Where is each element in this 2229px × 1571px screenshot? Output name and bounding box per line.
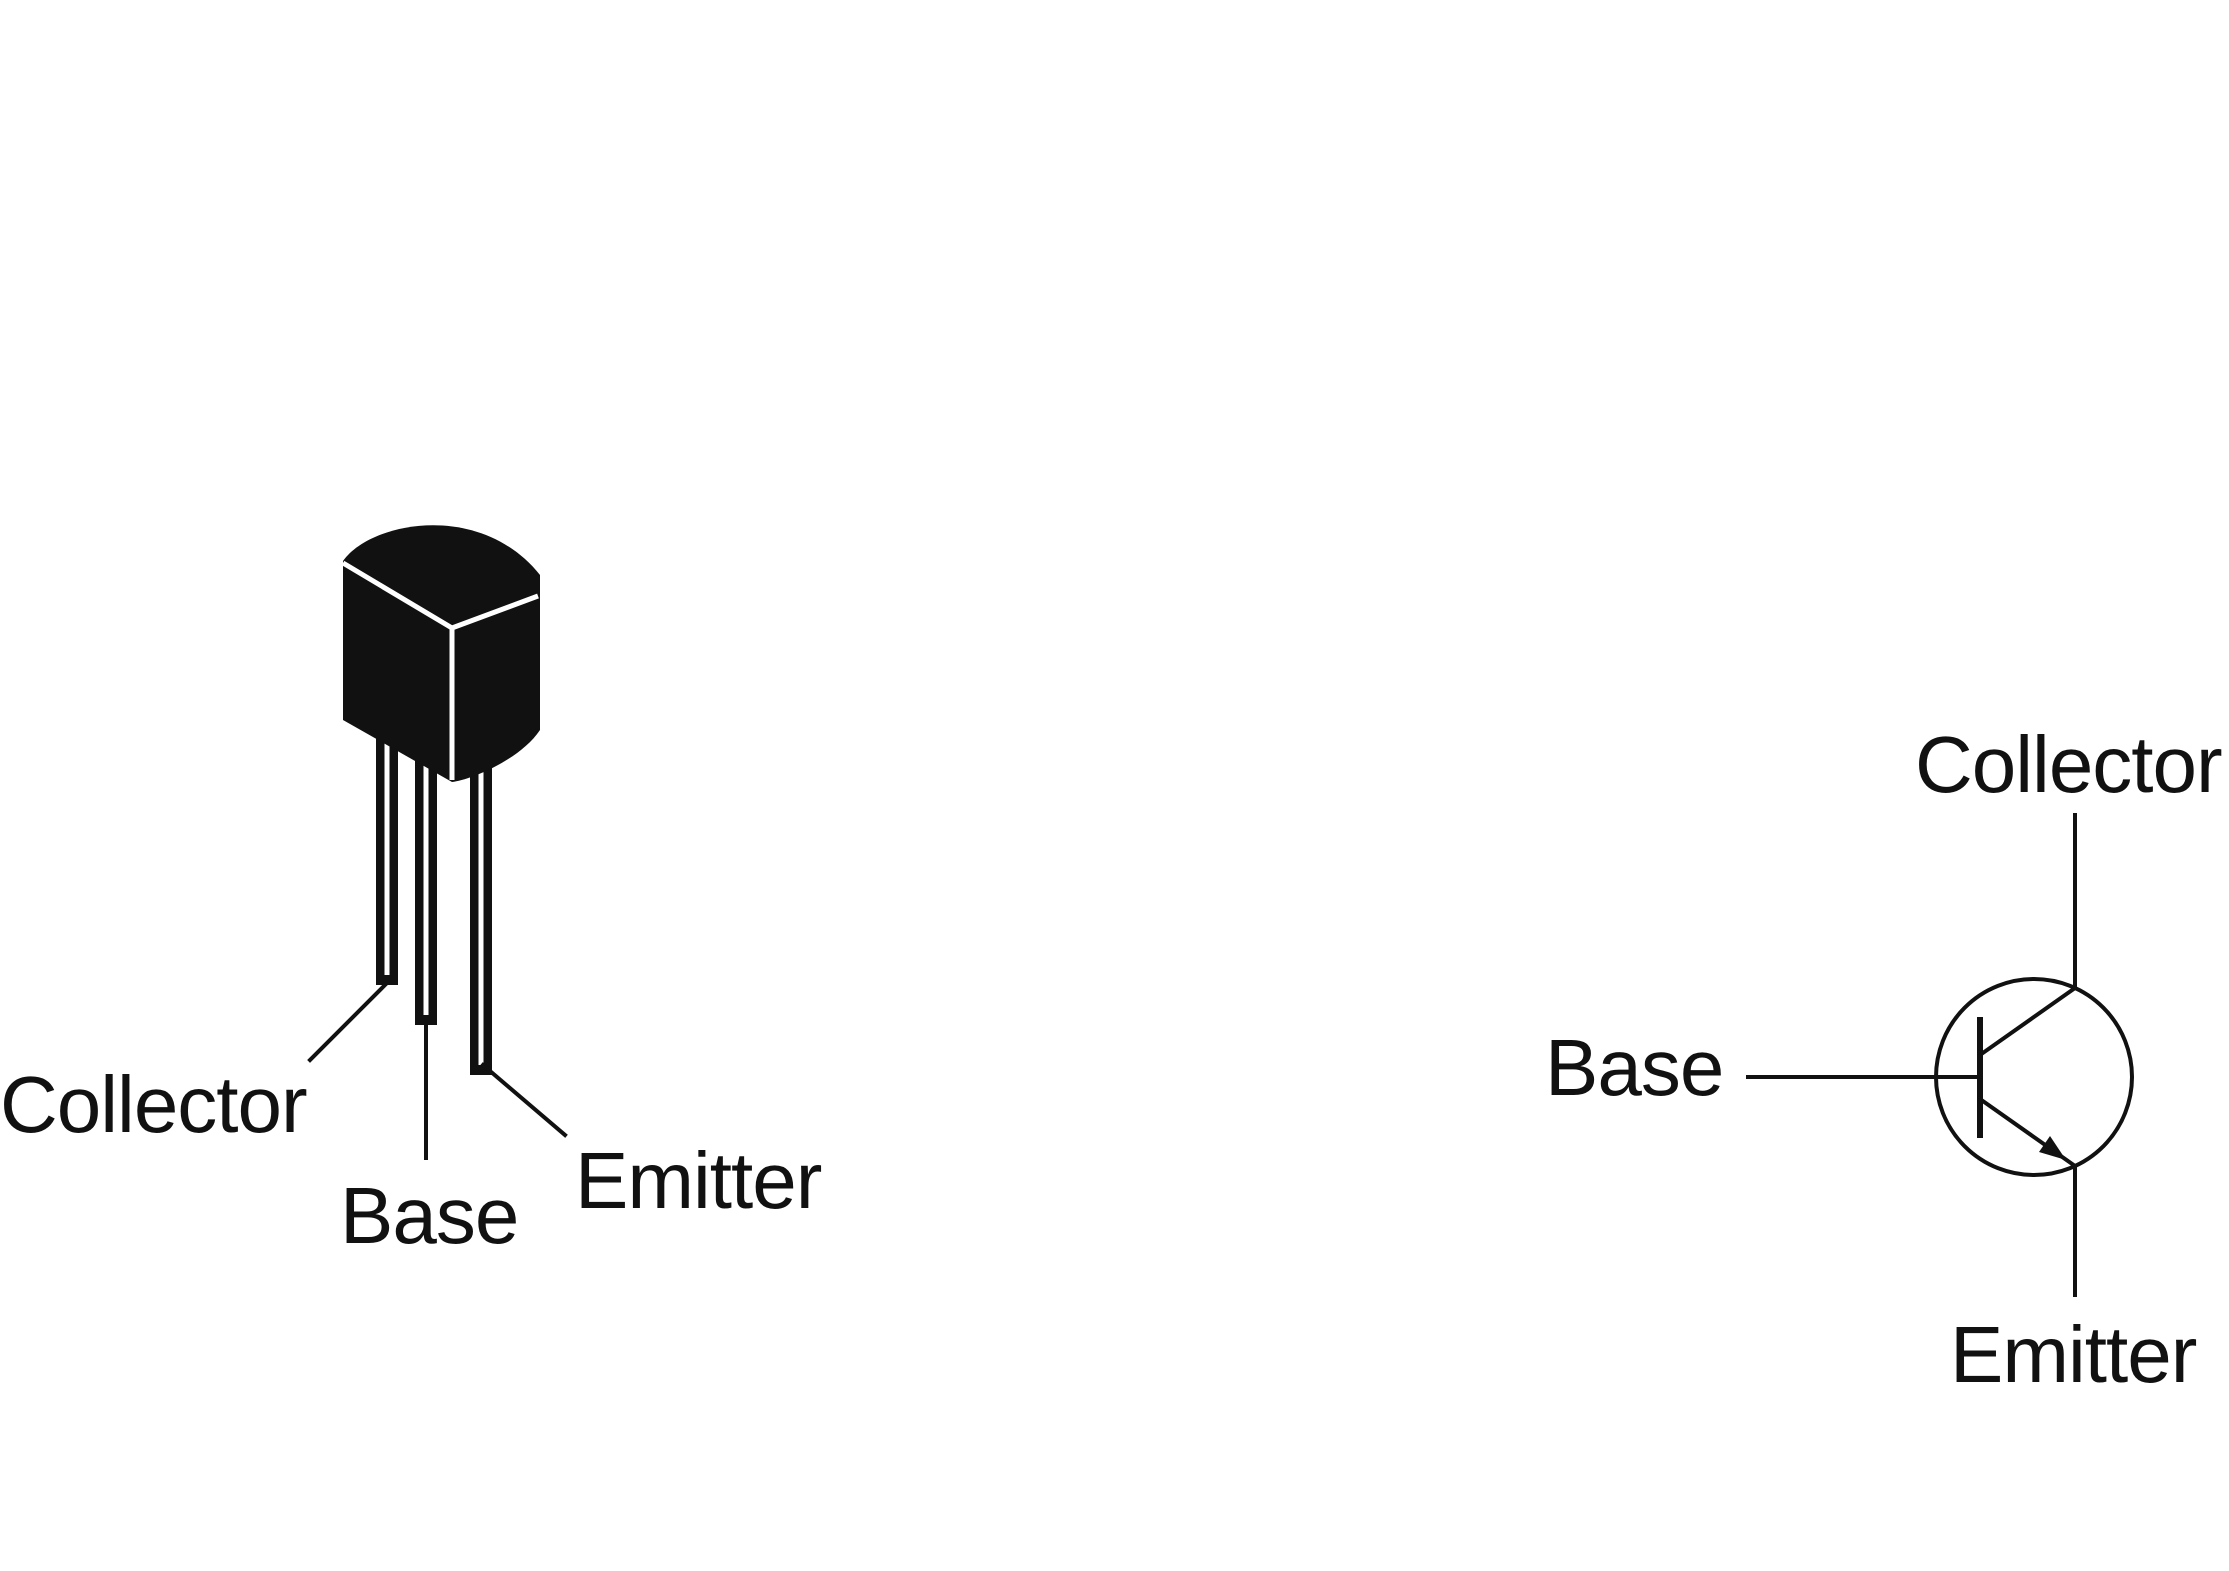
symbol-emitter-label: Emitter (1950, 1310, 2197, 1399)
transistor-package: Collector Base Emitter (0, 525, 823, 1260)
emitter-arrow-icon (2039, 1136, 2066, 1160)
package-body (341, 525, 540, 782)
symbol-base-label: Base (1545, 1023, 1723, 1112)
package-emitter-pointer (480, 1062, 568, 1138)
package-collector-pointer (307, 982, 388, 1063)
package-base-label: Base (340, 1171, 518, 1260)
package-leads (376, 700, 492, 1075)
symbol-collector-diagonal (1977, 985, 2078, 1058)
package-emitter-label: Emitter (575, 1136, 822, 1225)
package-body-shape (343, 525, 540, 782)
transistor-symbol: Collector Base Emitter (1545, 720, 2223, 1399)
symbol-collector-label: Collector (1915, 720, 2222, 809)
package-collector-label: Collector (0, 1060, 307, 1149)
